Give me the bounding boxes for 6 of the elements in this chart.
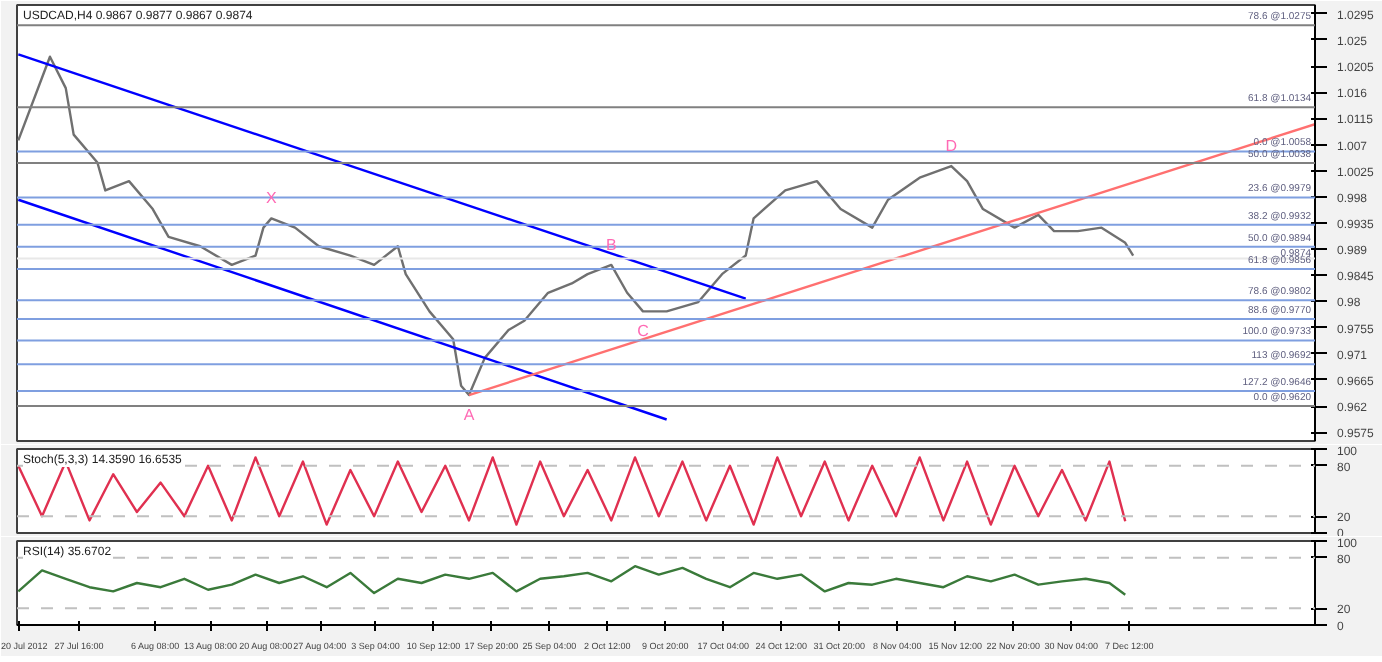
line-series (17, 456, 1127, 526)
line-series (17, 565, 1127, 596)
annotation: D (945, 137, 958, 156)
line-series (17, 55, 1135, 397)
annotation: C (637, 322, 650, 341)
annotation: A (463, 406, 476, 425)
